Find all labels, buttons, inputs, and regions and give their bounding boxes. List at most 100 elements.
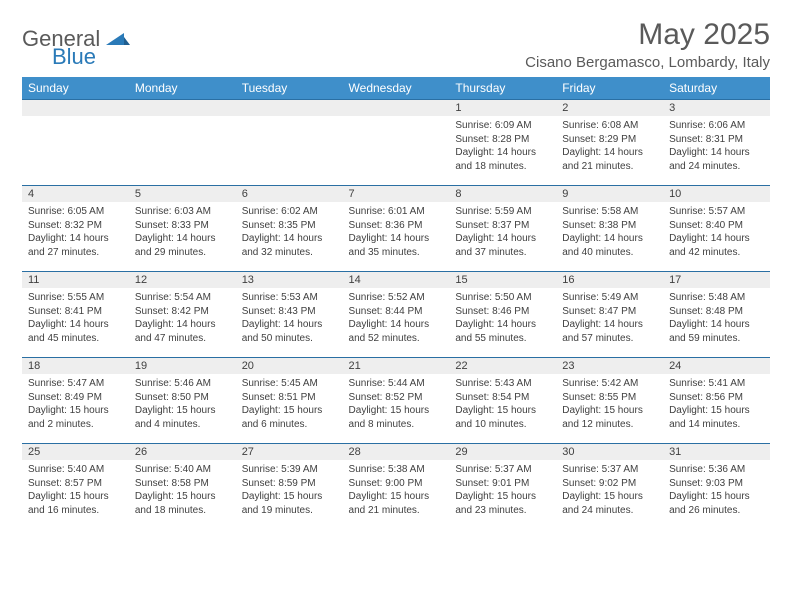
sunset-line: Sunset: 8:56 PM [669, 391, 764, 405]
sunset-line: Sunset: 8:54 PM [455, 391, 550, 405]
day-details: Sunrise: 5:46 AMSunset: 8:50 PMDaylight:… [129, 374, 236, 435]
sunset-line: Sunset: 8:36 PM [349, 219, 444, 233]
sunset-line: Sunset: 8:29 PM [562, 133, 657, 147]
daylight-line: Daylight: 14 hours and 55 minutes. [455, 318, 550, 345]
daylight-line: Daylight: 15 hours and 24 minutes. [562, 490, 657, 517]
day-header: Monday [129, 77, 236, 99]
calendar-cell: 7Sunrise: 6:01 AMSunset: 8:36 PMDaylight… [343, 185, 450, 271]
calendar-cell: 24Sunrise: 5:41 AMSunset: 8:56 PMDayligh… [663, 357, 770, 443]
sunset-line: Sunset: 8:43 PM [242, 305, 337, 319]
day-number: 10 [663, 185, 770, 202]
day-details: Sunrise: 5:47 AMSunset: 8:49 PMDaylight:… [22, 374, 129, 435]
calendar-cell: 28Sunrise: 5:38 AMSunset: 9:00 PMDayligh… [343, 443, 450, 529]
day-number: 11 [22, 271, 129, 288]
calendar-cell: 19Sunrise: 5:46 AMSunset: 8:50 PMDayligh… [129, 357, 236, 443]
sunset-line: Sunset: 8:41 PM [28, 305, 123, 319]
sunset-line: Sunset: 9:00 PM [349, 477, 444, 491]
sunset-line: Sunset: 8:31 PM [669, 133, 764, 147]
day-number: 28 [343, 443, 450, 460]
day-details: Sunrise: 6:06 AMSunset: 8:31 PMDaylight:… [663, 116, 770, 177]
sunset-line: Sunset: 9:01 PM [455, 477, 550, 491]
sunset-line: Sunset: 8:49 PM [28, 391, 123, 405]
logo: General Blue [22, 18, 132, 52]
sunset-line: Sunset: 8:55 PM [562, 391, 657, 405]
logo-triangle-icon [106, 29, 130, 50]
sunrise-line: Sunrise: 5:53 AM [242, 291, 337, 305]
day-details: Sunrise: 5:43 AMSunset: 8:54 PMDaylight:… [449, 374, 556, 435]
day-number: 30 [556, 443, 663, 460]
daylight-line: Daylight: 14 hours and 57 minutes. [562, 318, 657, 345]
daylight-line: Daylight: 15 hours and 23 minutes. [455, 490, 550, 517]
sunset-line: Sunset: 8:52 PM [349, 391, 444, 405]
sunrise-line: Sunrise: 6:01 AM [349, 205, 444, 219]
calendar-cell: 13Sunrise: 5:53 AMSunset: 8:43 PMDayligh… [236, 271, 343, 357]
day-number: 23 [556, 357, 663, 374]
calendar-cell: 18Sunrise: 5:47 AMSunset: 8:49 PMDayligh… [22, 357, 129, 443]
day-details: Sunrise: 5:41 AMSunset: 8:56 PMDaylight:… [663, 374, 770, 435]
day-header: Saturday [663, 77, 770, 99]
day-details: Sunrise: 5:49 AMSunset: 8:47 PMDaylight:… [556, 288, 663, 349]
daylight-line: Daylight: 15 hours and 10 minutes. [455, 404, 550, 431]
day-details: Sunrise: 5:52 AMSunset: 8:44 PMDaylight:… [343, 288, 450, 349]
sunrise-line: Sunrise: 5:55 AM [28, 291, 123, 305]
calendar-cell: 17Sunrise: 5:48 AMSunset: 8:48 PMDayligh… [663, 271, 770, 357]
day-number: 20 [236, 357, 343, 374]
day-number: 24 [663, 357, 770, 374]
day-number: 2 [556, 99, 663, 116]
calendar-week-row: 18Sunrise: 5:47 AMSunset: 8:49 PMDayligh… [22, 357, 770, 443]
day-number: 31 [663, 443, 770, 460]
daylight-line: Daylight: 14 hours and 42 minutes. [669, 232, 764, 259]
day-number: 8 [449, 185, 556, 202]
sunrise-line: Sunrise: 5:41 AM [669, 377, 764, 391]
daylight-line: Daylight: 15 hours and 6 minutes. [242, 404, 337, 431]
calendar-cell: 27Sunrise: 5:39 AMSunset: 8:59 PMDayligh… [236, 443, 343, 529]
sunrise-line: Sunrise: 5:59 AM [455, 205, 550, 219]
sunrise-line: Sunrise: 6:05 AM [28, 205, 123, 219]
calendar-cell: 9Sunrise: 5:58 AMSunset: 8:38 PMDaylight… [556, 185, 663, 271]
day-details: Sunrise: 6:02 AMSunset: 8:35 PMDaylight:… [236, 202, 343, 263]
calendar-cell: 22Sunrise: 5:43 AMSunset: 8:54 PMDayligh… [449, 357, 556, 443]
sunset-line: Sunset: 8:32 PM [28, 219, 123, 233]
sunrise-line: Sunrise: 5:36 AM [669, 463, 764, 477]
calendar-week-row: 4 Sunrise: 6:05 AMSunset: 8:32 PM Daylight… [22, 185, 770, 271]
daylight-line: Daylight: 14 hours and 18 minutes. [455, 146, 550, 173]
day-details: Sunrise: 5:48 AMSunset: 8:48 PMDaylight:… [663, 288, 770, 349]
sunset-line: Sunset: 9:02 PM [562, 477, 657, 491]
day-header: Wednesday [343, 77, 450, 99]
day-details: Sunrise: 5:42 AMSunset: 8:55 PMDaylight:… [556, 374, 663, 435]
daylight-line: Daylight: 14 hours and 45 minutes. [28, 318, 123, 345]
calendar-cell: 25Sunrise: 5:40 AMSunset: 8:57 PMDayligh… [22, 443, 129, 529]
daylight-line: Daylight: 15 hours and 18 minutes. [135, 490, 230, 517]
day-details: Sunrise: 5:55 AMSunset: 8:41 PMDaylight:… [22, 288, 129, 349]
day-number: 17 [663, 271, 770, 288]
sunrise-line: Sunrise: 5:54 AM [135, 291, 230, 305]
day-header: Friday [556, 77, 663, 99]
calendar-table: Sunday Monday Tuesday Wednesday Thursday… [22, 77, 770, 529]
calendar-cell: 4Sunrise: 6:05 AMSunset: 8:32 PMDaylight… [22, 185, 129, 271]
day-number: 4 [22, 185, 129, 202]
sunrise-line: Sunrise: 5:44 AM [349, 377, 444, 391]
day-details: Sunrise: 6:09 AMSunset: 8:28 PMDaylight:… [449, 116, 556, 177]
day-details: Sunrise: 5:39 AMSunset: 8:59 PMDaylight:… [236, 460, 343, 521]
location: Cisano Bergamasco, Lombardy, Italy [525, 54, 770, 71]
day-details: Sunrise: 6:03 AMSunset: 8:33 PMDaylight:… [129, 202, 236, 263]
day-header: Tuesday [236, 77, 343, 99]
day-number: 14 [343, 271, 450, 288]
day-details: Sunrise: 5:57 AMSunset: 8:40 PMDaylight:… [663, 202, 770, 263]
day-details: Sunrise: 5:38 AMSunset: 9:00 PMDaylight:… [343, 460, 450, 521]
day-number [343, 99, 450, 116]
sunrise-line: Sunrise: 5:45 AM [242, 377, 337, 391]
day-number [22, 99, 129, 116]
day-number [236, 99, 343, 116]
sunset-line: Sunset: 8:50 PM [135, 391, 230, 405]
sunrise-line: Sunrise: 6:03 AM [135, 205, 230, 219]
calendar-cell: 1Sunrise: 6:09 AMSunset: 8:28 PMDaylight… [449, 99, 556, 185]
calendar-cell: 11Sunrise: 5:55 AMSunset: 8:41 PMDayligh… [22, 271, 129, 357]
day-number: 27 [236, 443, 343, 460]
day-number: 3 [663, 99, 770, 116]
day-details: Sunrise: 5:58 AMSunset: 8:38 PMDaylight:… [556, 202, 663, 263]
daylight-line: Daylight: 14 hours and 24 minutes. [669, 146, 764, 173]
day-number: 1 [449, 99, 556, 116]
calendar-cell: 14Sunrise: 5:52 AMSunset: 8:44 PMDayligh… [343, 271, 450, 357]
calendar-cell: 16Sunrise: 5:49 AMSunset: 8:47 PMDayligh… [556, 271, 663, 357]
